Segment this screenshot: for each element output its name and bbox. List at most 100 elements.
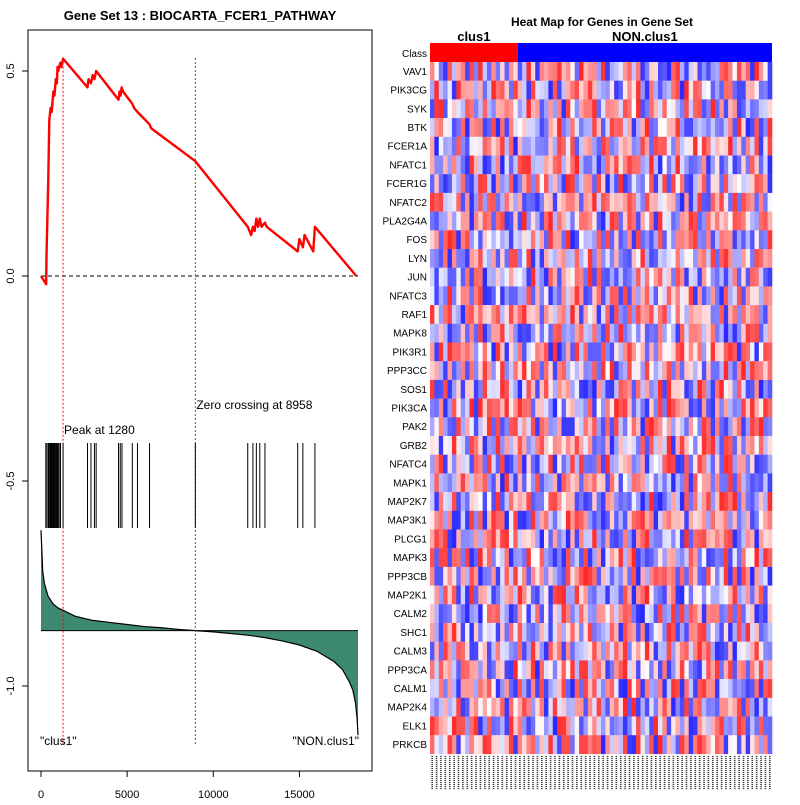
heatmap-cell	[679, 99, 685, 119]
heatmap-cell	[561, 342, 567, 362]
heatmap-cell	[688, 342, 694, 362]
heatmap-cell	[469, 99, 475, 119]
heatmap-cell	[504, 436, 510, 455]
heatmap-cell	[473, 641, 479, 661]
heatmap-cell	[763, 492, 768, 511]
heatmap-cell	[544, 379, 549, 399]
heatmap-cell	[662, 398, 668, 418]
heatmap-cell	[719, 62, 725, 81]
heatmap-cell	[679, 62, 685, 81]
heatmap-cell	[447, 660, 453, 680]
heatmap-cell	[763, 454, 768, 474]
heatmap-cell	[495, 623, 501, 642]
heatmap-cell	[552, 473, 558, 493]
heatmap-cell	[451, 436, 457, 455]
heatmap-cell	[715, 566, 720, 586]
heatmap-cell	[565, 585, 571, 605]
heatmap-cell	[522, 323, 527, 343]
heatmap-cell	[465, 80, 470, 100]
heatmap-cell	[706, 286, 711, 306]
heatmap-cell	[535, 417, 540, 437]
heatmap-cell	[614, 62, 619, 81]
heatmap-cell	[557, 286, 562, 306]
heatmap-cell	[609, 342, 615, 362]
heatmap-cell	[631, 548, 637, 568]
heatmap-cell	[627, 548, 632, 568]
heatmap-cell	[627, 305, 632, 324]
heatmap-cell	[658, 136, 663, 156]
heatmap-cell	[679, 697, 685, 717]
heatmap-cell	[741, 566, 746, 586]
heatmap-cell	[622, 454, 628, 474]
heatmap-cell	[605, 62, 611, 81]
heatmap-row-label: MAP2K7	[388, 497, 428, 508]
heatmap-cell	[544, 342, 549, 362]
heatmap-cell	[697, 305, 703, 324]
heatmap-cell	[526, 417, 532, 437]
heatmap-cell	[631, 323, 637, 343]
heatmap-cell	[447, 136, 453, 156]
heatmap-cell	[570, 62, 575, 81]
heatmap-cell	[583, 342, 589, 362]
heatmap-cell	[653, 192, 659, 212]
heatmap-cell	[539, 716, 545, 736]
heatmap-cell	[614, 398, 619, 418]
heatmap-cell	[631, 697, 637, 717]
heatmap-cell	[701, 716, 707, 736]
heatmap-cell	[666, 735, 672, 755]
heatmap-cell	[478, 679, 483, 698]
heatmap-cell	[548, 679, 554, 698]
heatmap-cell	[715, 379, 720, 399]
heatmap-cell	[631, 267, 637, 287]
heatmap-cell	[487, 548, 492, 568]
heatmap-cell	[526, 398, 532, 418]
heatmap-cell	[535, 566, 540, 586]
heatmap-cell	[636, 99, 641, 119]
heatmap-cell	[447, 99, 453, 119]
heatmap-cell	[666, 473, 672, 493]
heatmap-cell	[763, 697, 768, 717]
heatmap-cell	[728, 473, 733, 493]
heatmap-cell	[675, 454, 681, 474]
heatmap-cell	[758, 99, 764, 119]
heatmap-cell	[728, 660, 733, 680]
heatmap-cell	[618, 230, 624, 250]
heatmap-cell	[697, 473, 703, 493]
heatmap-cell	[640, 286, 646, 306]
heatmap-cell	[451, 492, 457, 511]
heatmap-cell	[491, 211, 497, 231]
heatmap-cell	[570, 641, 575, 661]
heatmap-cell	[609, 136, 615, 156]
heatmap-cell	[451, 192, 457, 212]
heatmap-cell	[495, 192, 501, 212]
heatmap-cell	[614, 99, 619, 119]
heatmap-cell	[627, 174, 632, 194]
heatmap-cell	[592, 267, 597, 287]
heatmap-cell	[636, 548, 641, 568]
heatmap-cell	[767, 398, 773, 418]
heatmap-cell	[451, 211, 457, 231]
heatmap-cell	[491, 379, 497, 399]
heatmap-cell	[710, 230, 716, 250]
heatmap-cell	[758, 641, 764, 661]
heatmap-cell	[478, 267, 483, 287]
heatmap-cell	[675, 566, 681, 586]
heatmap-cell	[697, 136, 703, 156]
heatmap-cell	[583, 136, 589, 156]
heatmap-cell	[535, 174, 540, 194]
heatmap-row-label: FCER1G	[386, 179, 427, 190]
heatmap-cell	[631, 361, 637, 381]
heatmap-cell	[618, 641, 624, 661]
heatmap-cell	[675, 585, 681, 605]
heatmap-cell	[736, 585, 742, 605]
heatmap-cell	[754, 286, 760, 306]
heatmap-cell	[666, 305, 672, 324]
heatmap-cell	[592, 80, 597, 100]
heatmap-cell	[583, 286, 589, 306]
heatmap-cell	[548, 454, 554, 474]
heatmap-cell	[530, 379, 536, 399]
heatmap-cell	[565, 80, 571, 100]
heatmap-cell	[587, 697, 593, 717]
heatmap-cell	[434, 436, 440, 455]
heatmap-cell	[587, 99, 593, 119]
